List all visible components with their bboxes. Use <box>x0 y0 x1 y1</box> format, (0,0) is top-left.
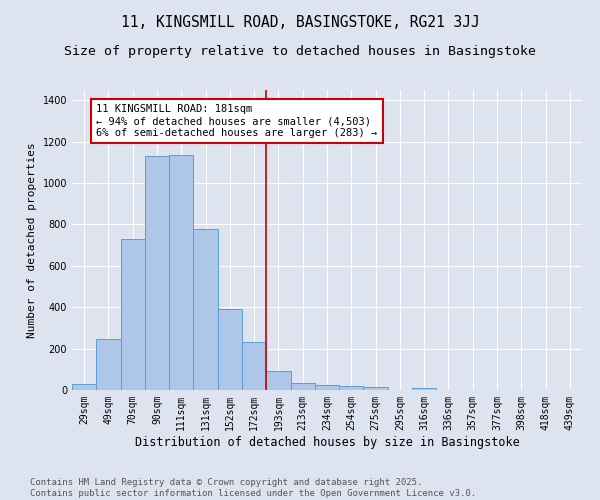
Text: 11 KINGSMILL ROAD: 181sqm
← 94% of detached houses are smaller (4,503)
6% of sem: 11 KINGSMILL ROAD: 181sqm ← 94% of detac… <box>96 104 377 138</box>
Bar <box>339 386 364 390</box>
X-axis label: Distribution of detached houses by size in Basingstoke: Distribution of detached houses by size … <box>134 436 520 448</box>
Bar <box>193 228 218 390</box>
Bar <box>266 372 290 390</box>
Bar <box>412 388 436 390</box>
Bar <box>218 310 242 390</box>
Bar <box>315 385 339 390</box>
Bar <box>96 340 121 390</box>
Text: Size of property relative to detached houses in Basingstoke: Size of property relative to detached ho… <box>64 45 536 58</box>
Bar <box>364 387 388 390</box>
Bar <box>72 384 96 390</box>
Bar <box>145 156 169 390</box>
Bar <box>242 342 266 390</box>
Bar <box>169 155 193 390</box>
Y-axis label: Number of detached properties: Number of detached properties <box>27 142 37 338</box>
Text: 11, KINGSMILL ROAD, BASINGSTOKE, RG21 3JJ: 11, KINGSMILL ROAD, BASINGSTOKE, RG21 3J… <box>121 15 479 30</box>
Bar <box>290 383 315 390</box>
Text: Contains HM Land Registry data © Crown copyright and database right 2025.
Contai: Contains HM Land Registry data © Crown c… <box>30 478 476 498</box>
Bar <box>121 239 145 390</box>
